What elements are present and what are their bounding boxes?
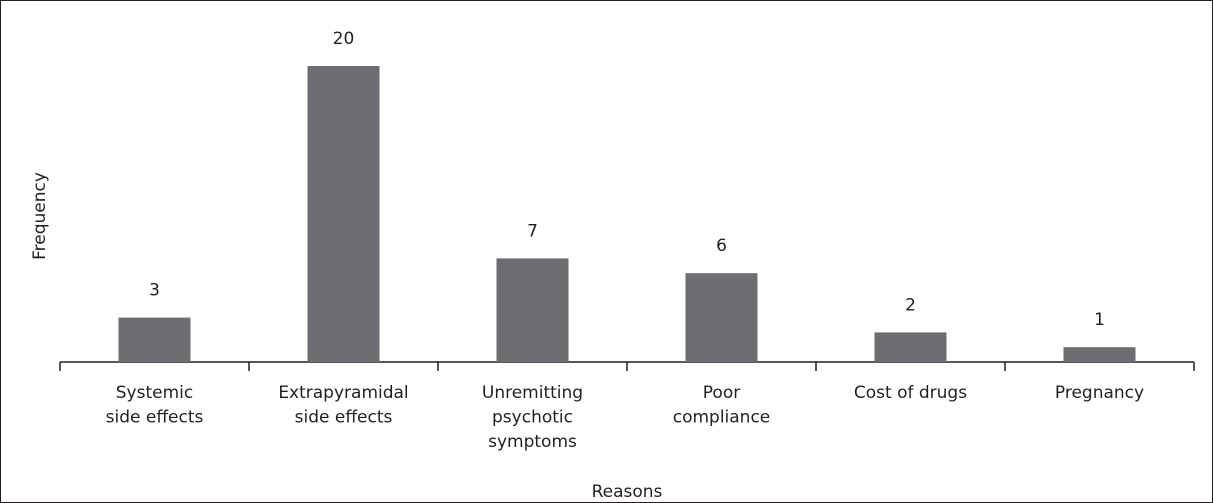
bar xyxy=(685,273,758,362)
bar xyxy=(496,258,569,362)
bar xyxy=(307,66,380,362)
x-tick-label: Cost of drugs xyxy=(854,383,967,403)
bar xyxy=(1063,347,1136,362)
value-label: 7 xyxy=(527,221,538,241)
value-label: 3 xyxy=(149,281,160,301)
value-label: 2 xyxy=(905,295,916,315)
value-label: 20 xyxy=(333,29,355,49)
value-label: 6 xyxy=(716,236,727,256)
x-axis-label: Reasons xyxy=(592,482,663,502)
bar xyxy=(874,332,947,362)
x-tick-label: Poor compliance xyxy=(673,383,771,428)
x-tick-label: Systemic side effects xyxy=(106,383,204,428)
value-label: 1 xyxy=(1094,310,1105,330)
y-axis-label: Frequency xyxy=(30,172,50,260)
x-tick-label: Extrapyramidal side effects xyxy=(278,383,408,428)
x-tick-label: Unremitting psychotic symptoms xyxy=(482,383,583,452)
bar xyxy=(118,317,191,362)
x-tick-label: Pregnancy xyxy=(1055,383,1144,403)
